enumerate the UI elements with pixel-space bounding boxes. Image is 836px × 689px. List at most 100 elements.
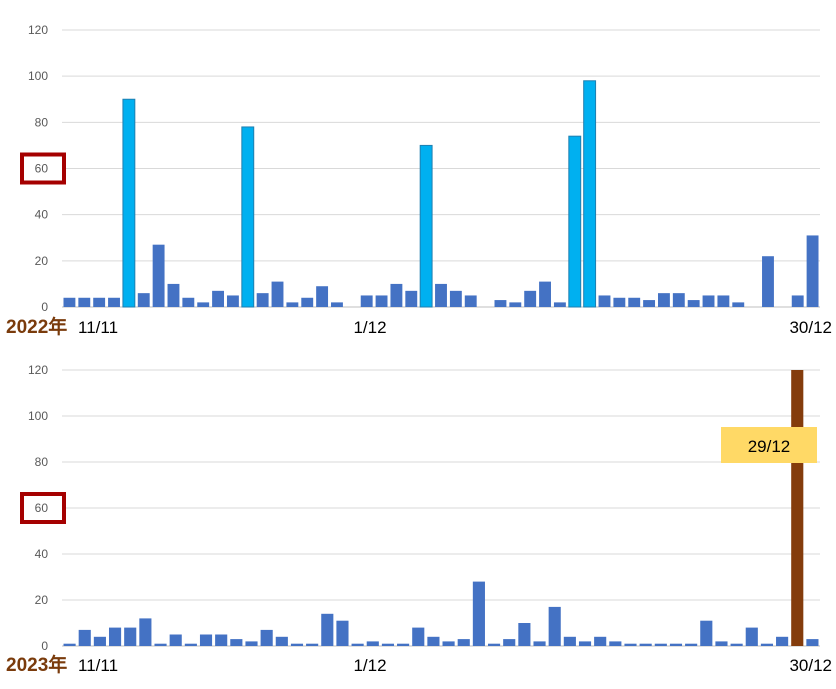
bar — [464, 295, 477, 307]
bar — [375, 295, 388, 307]
bar — [241, 126, 255, 308]
bar — [745, 627, 758, 646]
bar — [509, 302, 522, 307]
bar — [397, 643, 410, 646]
bar — [598, 295, 611, 307]
bar — [639, 643, 652, 646]
bar — [762, 256, 774, 307]
bar — [548, 606, 561, 646]
bar — [687, 300, 700, 307]
y-tick-label: 100 — [28, 69, 48, 83]
bar — [260, 629, 273, 646]
bar — [700, 620, 713, 646]
bar — [412, 627, 425, 646]
bar — [152, 244, 165, 307]
bar — [791, 295, 804, 307]
bar — [331, 302, 343, 307]
bar — [184, 643, 197, 646]
bar — [169, 634, 182, 646]
y-tick-label: 0 — [41, 639, 48, 653]
bar — [226, 295, 239, 307]
bar — [275, 636, 288, 646]
annotation-label: 29/12 — [748, 437, 791, 456]
bar — [286, 302, 299, 307]
bar — [108, 627, 122, 646]
bar — [78, 297, 91, 307]
x-tick-label: 1/12 — [353, 656, 386, 675]
year-label: 2022年 — [6, 315, 67, 338]
bar — [539, 281, 551, 307]
y-tick-label: 40 — [35, 208, 49, 222]
bar — [271, 281, 284, 307]
bar — [702, 295, 715, 307]
bar — [290, 643, 304, 646]
bar — [301, 297, 314, 307]
bar — [533, 641, 546, 646]
bar — [553, 302, 566, 307]
bar — [717, 295, 730, 307]
bar — [199, 634, 213, 646]
bar — [669, 643, 683, 646]
x-tick-label: 11/11 — [78, 318, 118, 337]
bar — [518, 623, 531, 646]
highlight-box — [20, 492, 66, 524]
x-tick-label: 11/11 — [78, 656, 118, 675]
bar — [419, 144, 433, 308]
year-label: 2023年 — [6, 653, 67, 676]
y-tick-label: 80 — [35, 455, 49, 469]
bar — [654, 643, 667, 646]
bar — [435, 283, 447, 307]
y-tick-label: 60 — [35, 162, 49, 176]
bar — [351, 643, 364, 646]
bar — [503, 639, 516, 646]
bar — [806, 639, 819, 646]
bar — [405, 290, 418, 307]
bar — [449, 290, 462, 307]
bar — [806, 235, 819, 307]
bar — [167, 283, 180, 307]
bar — [487, 643, 501, 646]
bar — [524, 290, 537, 307]
bar — [578, 641, 592, 646]
y-tick-label: 40 — [35, 547, 49, 561]
bar — [78, 629, 91, 646]
bar — [568, 135, 582, 308]
bar — [124, 627, 137, 646]
y-tick-label: 80 — [35, 115, 49, 129]
bar — [563, 636, 576, 646]
bar — [457, 639, 470, 646]
bar — [609, 641, 622, 646]
bar — [730, 643, 743, 646]
bar — [321, 613, 334, 646]
bar — [93, 636, 106, 646]
bar — [63, 297, 76, 307]
bar — [628, 297, 641, 307]
bar — [212, 290, 225, 307]
bar — [583, 80, 597, 308]
bar — [624, 643, 637, 646]
bar — [657, 293, 670, 307]
bar — [256, 293, 269, 307]
bar — [791, 370, 804, 646]
y-tick-label: 120 — [28, 363, 48, 377]
bar — [442, 641, 455, 646]
y-tick-label: 100 — [28, 409, 48, 423]
bar — [108, 297, 120, 307]
highlight-box — [20, 152, 66, 185]
y-tick-label: 60 — [35, 501, 49, 515]
bar — [685, 643, 698, 646]
bar — [360, 295, 373, 307]
bar — [336, 620, 349, 646]
bar — [760, 643, 774, 646]
bar — [613, 297, 626, 307]
bar — [93, 297, 106, 307]
y-tick-label: 0 — [41, 300, 48, 314]
bar — [197, 302, 210, 307]
bar — [366, 641, 379, 646]
x-tick-label: 30/12 — [789, 318, 832, 337]
bar — [776, 636, 789, 646]
bar — [381, 643, 395, 646]
bar — [472, 581, 485, 646]
bar — [306, 643, 319, 646]
